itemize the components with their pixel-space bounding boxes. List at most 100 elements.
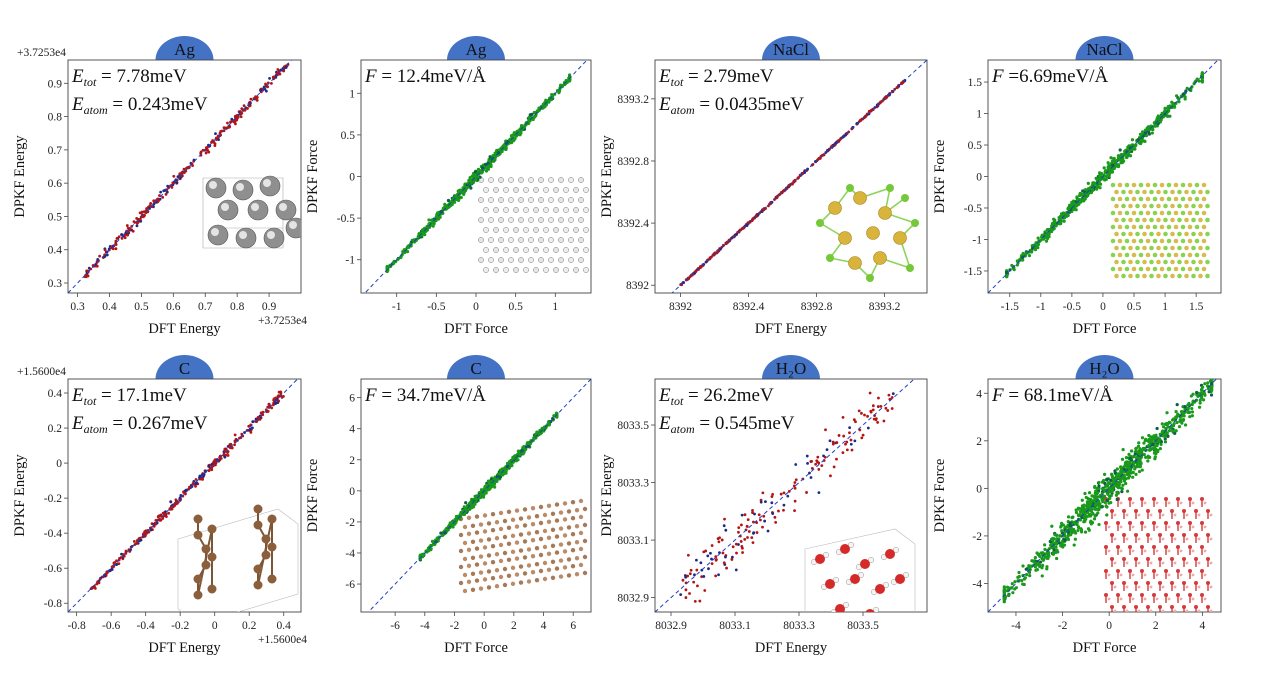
data-point xyxy=(750,536,754,540)
data-point xyxy=(1120,490,1124,494)
data-point xyxy=(1071,200,1075,205)
y-tick-label: -1.5 xyxy=(964,266,982,278)
data-point xyxy=(1089,522,1093,526)
data-point xyxy=(1119,486,1123,490)
x-tick-label: -4 xyxy=(420,620,430,632)
y-tick-label: 2 xyxy=(976,436,982,448)
data-point xyxy=(1040,574,1044,578)
data-point xyxy=(1072,543,1076,547)
data-point xyxy=(752,531,756,535)
data-point xyxy=(444,527,448,532)
data-point xyxy=(1143,128,1148,132)
data-point xyxy=(1165,114,1169,118)
data-point xyxy=(1107,481,1112,486)
data-point xyxy=(1017,574,1021,579)
y-tick-label: 0.5 xyxy=(48,211,63,223)
data-point xyxy=(1047,550,1051,555)
data-point xyxy=(210,140,213,144)
data-point xyxy=(516,458,520,462)
data-point xyxy=(267,402,271,406)
data-point xyxy=(1157,440,1161,444)
data-point xyxy=(1110,474,1114,478)
data-point xyxy=(1066,537,1071,542)
data-point xyxy=(87,266,91,270)
data-point xyxy=(279,391,283,395)
data-point xyxy=(230,117,234,121)
data-point xyxy=(782,503,786,507)
y-tick-label: -0.8 xyxy=(44,598,62,610)
data-point xyxy=(1146,459,1150,463)
data-point xyxy=(149,202,153,205)
data-point xyxy=(171,181,175,185)
data-point xyxy=(1131,470,1135,474)
data-point xyxy=(277,394,281,398)
data-point xyxy=(1150,127,1155,131)
data-point xyxy=(746,518,750,522)
data-point xyxy=(828,439,832,443)
data-point xyxy=(1078,191,1082,196)
data-point xyxy=(1102,488,1107,492)
data-point xyxy=(268,77,271,80)
data-point xyxy=(1042,557,1046,561)
data-point xyxy=(258,417,262,421)
data-point xyxy=(264,82,267,86)
data-point xyxy=(1098,171,1102,175)
x-offset-label: +3.7253e4 xyxy=(258,315,307,327)
data-point xyxy=(1174,410,1178,414)
data-point xyxy=(722,561,726,565)
data-point xyxy=(723,517,726,521)
data-point xyxy=(277,399,281,403)
data-point xyxy=(249,97,253,101)
metric-primary: Etot = 17.1meV xyxy=(71,385,187,408)
badge-label: C xyxy=(470,359,481,378)
data-point xyxy=(1086,181,1090,185)
data-point xyxy=(226,454,230,457)
data-point xyxy=(1085,504,1089,508)
badge-dome xyxy=(155,355,214,379)
data-point xyxy=(720,538,724,542)
data-point xyxy=(1090,494,1094,498)
data-point xyxy=(1143,139,1147,143)
data-point xyxy=(1013,580,1017,584)
data-point xyxy=(740,544,744,548)
data-point xyxy=(806,461,809,465)
data-point xyxy=(759,518,762,522)
y-axis-label: DPKF Force xyxy=(932,140,948,214)
data-point xyxy=(1079,528,1084,532)
data-point xyxy=(1133,147,1137,151)
data-point xyxy=(753,512,756,516)
data-point xyxy=(1025,573,1029,577)
data-point xyxy=(284,66,288,69)
data-point xyxy=(814,462,818,466)
data-point xyxy=(1203,393,1207,397)
data-point xyxy=(857,409,861,413)
badge-label: H₂O xyxy=(776,359,806,378)
graphite-icon xyxy=(177,504,299,612)
data-point xyxy=(518,133,522,137)
data-point xyxy=(1131,460,1135,464)
data-point xyxy=(502,143,506,147)
data-point xyxy=(1088,499,1093,504)
data-point xyxy=(1095,187,1099,191)
y-tick-label: -0.2 xyxy=(44,493,62,505)
data-point xyxy=(174,502,178,506)
data-point xyxy=(230,120,234,123)
data-point xyxy=(1156,449,1160,454)
data-point xyxy=(718,536,721,540)
data-point xyxy=(526,441,531,446)
data-point xyxy=(1172,422,1176,426)
data-point xyxy=(282,394,285,398)
data-point xyxy=(1168,114,1172,118)
data-point xyxy=(1146,439,1150,443)
data-point xyxy=(1095,176,1099,181)
data-point xyxy=(1138,465,1142,469)
data-point xyxy=(194,482,198,486)
data-point xyxy=(403,250,407,254)
x-tick-label: 0 xyxy=(1106,620,1112,632)
data-point xyxy=(128,227,131,230)
y-tick-label: 0 xyxy=(56,458,62,470)
data-point xyxy=(457,198,461,202)
data-point xyxy=(721,551,725,555)
data-point xyxy=(681,578,685,582)
x-tick-label: -2 xyxy=(450,620,460,632)
